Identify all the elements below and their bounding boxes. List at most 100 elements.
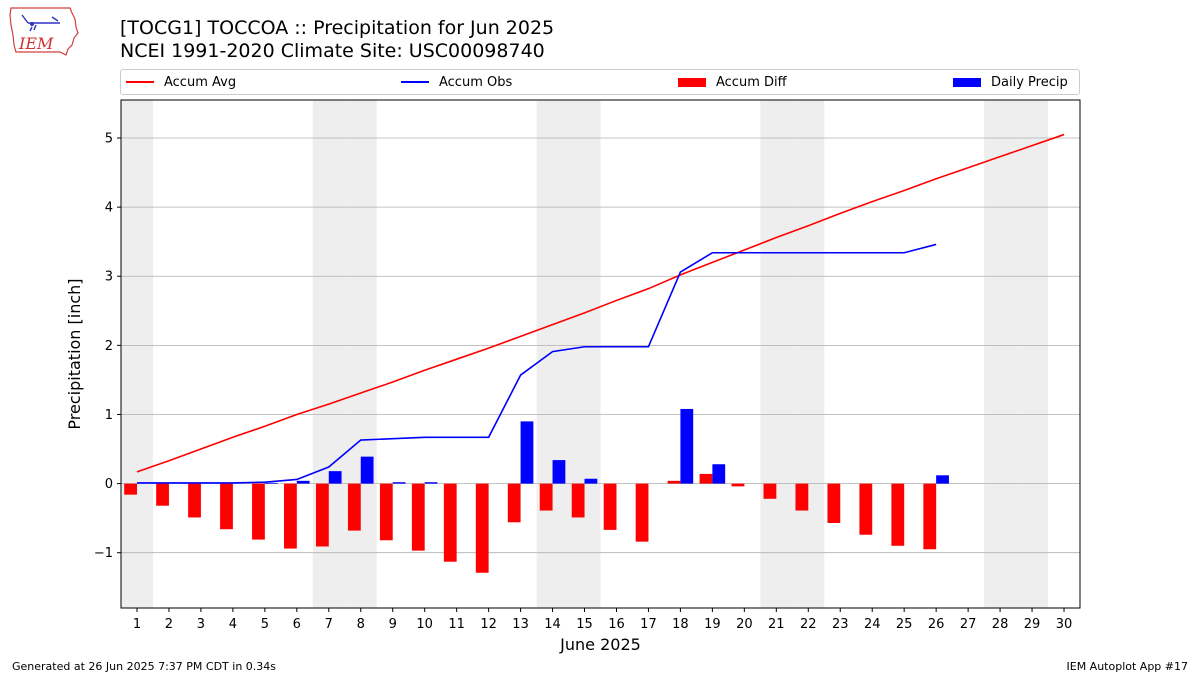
x-tick-label: 12 (480, 617, 497, 632)
weekend-shade-day-15 (568, 100, 601, 608)
x-tick-label: 22 (800, 617, 817, 632)
daily-precip-bar-day-5 (264, 482, 278, 484)
daily-precip-bar-day-15 (584, 478, 598, 484)
accum-diff-bar-day-4 (220, 483, 233, 530)
x-tick-label: 6 (293, 617, 301, 632)
x-tick-label: 25 (896, 617, 913, 632)
weather-station-icon (21, 14, 60, 32)
accum-avg-line (136, 133, 1065, 473)
weekend-shade-day-29 (1016, 100, 1049, 608)
daily-precip-bar-day-9 (392, 482, 406, 484)
legend-label-accum-avg: Accum Avg (164, 74, 237, 90)
accum-diff-bar-day-5 (252, 483, 265, 540)
x-tick-label: 28 (992, 617, 1009, 632)
accum-diff-bar-day-2 (156, 483, 169, 506)
legend-label-daily-precip: Daily Precip (991, 74, 1068, 90)
legend-item-accum-avg: Accum Avg (126, 70, 236, 94)
weekend-shade-day-22 (792, 100, 825, 608)
generated-timestamp: Generated at 26 Jun 2025 7:37 PM CDT in … (12, 660, 277, 673)
svg-text:IEM: IEM (18, 34, 54, 53)
accum-diff-bar-day-18 (667, 480, 681, 484)
daily-precip-bar-day-26 (936, 475, 949, 484)
app-credit: IEM Autoplot App #17 (1066, 660, 1189, 673)
x-tick-label: 19 (704, 617, 721, 632)
daily-precip-bar-day-6 (296, 480, 310, 484)
accum-obs-line (136, 243, 937, 484)
plot-frame (120, 99, 1081, 609)
accum-diff-bar-day-17 (635, 483, 649, 542)
accum-diff-bar-day-23 (827, 483, 841, 523)
y-tick-label: 4 (105, 201, 113, 216)
legend-item-accum-diff: Accum Diff (678, 70, 787, 94)
legend-item-daily-precip: Daily Precip (953, 70, 1068, 94)
chart-legend: Accum Avg Accum Obs Accum Diff Daily Pre… (120, 69, 1080, 95)
accum-diff-bar-day-12 (475, 483, 489, 573)
daily-precip-bar-day-7 (328, 471, 342, 484)
accum-diff-bar-day-19 (699, 473, 713, 484)
weekend-shade-day-28 (984, 100, 1017, 608)
x-tick-label: 4 (229, 617, 237, 632)
accum-diff-bar-day-13 (507, 483, 521, 523)
accum-diff-bar-day-3 (188, 483, 201, 518)
x-tick-label: 9 (389, 617, 397, 632)
x-axis-label: June 2025 (559, 635, 641, 654)
chart-subtitle: NCEI 1991-2020 Climate Site: USC00098740 (120, 40, 545, 62)
daily-precip-bar-day-19 (712, 464, 726, 484)
legend-swatch-accum-obs (401, 81, 429, 83)
x-tick-label: 11 (448, 617, 465, 632)
x-tick-label: 24 (864, 617, 881, 632)
x-tick-label: 1 (133, 617, 141, 632)
accum-diff-bar-day-22 (795, 483, 809, 511)
weekend-shade-day-21 (760, 100, 793, 608)
legend-label-accum-diff: Accum Diff (716, 74, 787, 90)
x-tick-label: 15 (576, 617, 593, 632)
accum-diff-bar-day-25 (891, 483, 905, 546)
x-tick-label: 20 (736, 617, 753, 632)
x-tick-label: 14 (544, 617, 561, 632)
daily-precip-bar-day-10 (424, 482, 438, 484)
accum-diff-bar-day-15 (571, 483, 585, 518)
accum-diff-bar-day-20 (731, 483, 745, 487)
iowa-state-outline-icon (9, 7, 79, 56)
weekend-shade-day-8 (344, 100, 377, 608)
daily-precip-bar-day-8 (360, 456, 374, 484)
legend-swatch-daily-precip (953, 77, 981, 87)
x-tick-label: 18 (672, 617, 689, 632)
y-axis-label: Precipitation [inch] (65, 278, 84, 429)
x-tick-label: 5 (261, 617, 269, 632)
x-tick-label: 10 (416, 617, 433, 632)
legend-label-accum-obs: Accum Obs (439, 74, 513, 90)
x-tick-label: 8 (357, 617, 365, 632)
accum-diff-bar-day-1 (124, 483, 137, 495)
accum-diff-bar-day-8 (347, 483, 361, 531)
iem-logo: IEM (9, 7, 79, 56)
daily-precip-bar-day-14 (552, 460, 566, 484)
x-tick-label: 13 (512, 617, 529, 632)
y-tick-label: 1 (105, 408, 113, 423)
x-tick-label: 16 (608, 617, 625, 632)
x-tick-label: 21 (768, 617, 785, 632)
weekend-shade-day-1 (121, 100, 153, 608)
y-tick-label: 2 (105, 339, 113, 354)
x-tick-label: 30 (1056, 617, 1073, 632)
daily-precip-bar-day-18 (680, 408, 694, 484)
x-tick-label: 17 (640, 617, 657, 632)
weekend-shade-day-14 (536, 100, 569, 608)
x-tick-label: 2 (165, 617, 173, 632)
accum-diff-bar-day-26 (923, 483, 937, 550)
chart-title: [TOCG1] TOCCOA :: Precipitation for Jun … (120, 17, 555, 39)
x-tick-label: 26 (928, 617, 945, 632)
accum-diff-bar-day-24 (859, 483, 873, 535)
x-tick-label: 29 (1024, 617, 1041, 632)
accum-diff-bar-day-11 (443, 483, 457, 562)
legend-swatch-accum-avg (126, 81, 154, 83)
y-tick-label: 0 (105, 477, 113, 492)
y-tick-label: 3 (105, 270, 113, 285)
daily-precip-bar-day-13 (520, 421, 534, 484)
legend-swatch-accum-diff (678, 77, 706, 87)
y-tick-label: 5 (105, 132, 113, 147)
y-tick-label: −1 (94, 546, 113, 561)
x-tick-label: 27 (960, 617, 977, 632)
accum-diff-bar-day-14 (539, 483, 553, 511)
